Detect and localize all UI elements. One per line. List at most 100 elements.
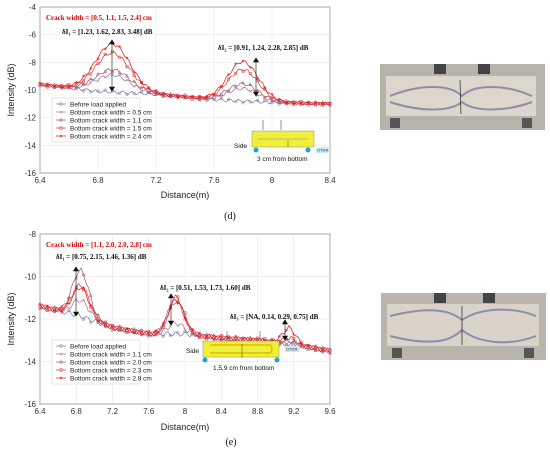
data-point-d-4 xyxy=(270,92,274,96)
data-point-e-4 xyxy=(140,333,143,337)
data-point-d-4 xyxy=(241,59,245,63)
data-point-e-4 xyxy=(205,334,209,338)
data-point-e-4 xyxy=(314,344,317,348)
data-point-d-0 xyxy=(255,98,260,103)
data-point-d-2 xyxy=(219,92,224,96)
series-d-3 xyxy=(38,50,332,107)
otdr-label-d: OTDR xyxy=(317,148,328,153)
data-point-e-4 xyxy=(125,327,129,331)
data-point-d-0 xyxy=(277,102,281,106)
data-point-d-4 xyxy=(285,101,288,105)
beam-schematic-e: OTDR Side 1.5,9 cm from bottom xyxy=(186,331,300,372)
data-point-d-4 xyxy=(234,62,238,66)
beam-schematic-d: OTDR Side 3 cm from bottom xyxy=(234,120,330,163)
data-point-d-2 xyxy=(125,73,129,78)
crack-width-label-d: Crack width = [0.5, 1.1, 1.5, 2.4] cm xyxy=(46,14,152,22)
data-point-d-0 xyxy=(263,99,267,103)
data-point-d-1 xyxy=(103,75,107,79)
legend-entry: Before load applied xyxy=(70,101,126,108)
data-point-d-2 xyxy=(132,79,137,83)
data-point-d-4 xyxy=(248,65,252,69)
data-point-e-4 xyxy=(198,331,201,335)
x-tick-label: 8 xyxy=(270,176,275,185)
data-point-d-3 xyxy=(248,72,252,76)
data-point-d-4 xyxy=(219,85,223,89)
data-point-d-0 xyxy=(226,97,231,102)
data-point-e-0 xyxy=(176,331,180,335)
y-tick-label: -8 xyxy=(29,230,37,239)
x-tick-label: 6.8 xyxy=(71,407,83,416)
data-point-d-3 xyxy=(111,50,114,54)
data-point-d-4 xyxy=(306,100,310,104)
data-point-e-4 xyxy=(67,302,71,306)
data-point-d-4 xyxy=(183,96,187,100)
data-point-e-4 xyxy=(277,334,281,338)
data-point-d-3 xyxy=(270,95,274,99)
data-point-d-2 xyxy=(226,88,231,93)
data-point-d-3 xyxy=(241,69,245,73)
legend-marker xyxy=(59,134,63,138)
data-point-e-3 xyxy=(328,348,332,352)
legend-entry: Before load applied xyxy=(70,343,126,350)
data-point-d-4 xyxy=(263,86,267,90)
legend-entry: Bottom crack width = 2.0 cm xyxy=(70,359,152,366)
data-point-d-4 xyxy=(53,84,56,88)
data-point-d-0 xyxy=(212,97,216,102)
data-point-e-4 xyxy=(176,301,180,305)
data-point-d-0 xyxy=(125,92,129,97)
side-label-d: Side xyxy=(234,143,247,150)
data-point-e-4 xyxy=(103,325,107,329)
data-point-d-1 xyxy=(118,73,122,77)
data-point-e-1 xyxy=(284,343,289,347)
data-point-d-3 xyxy=(161,94,165,98)
data-point-d-0 xyxy=(132,91,136,96)
data-point-e-4 xyxy=(53,308,56,312)
data-point-e-0 xyxy=(168,333,173,338)
data-point-d-4 xyxy=(328,103,332,107)
data-point-e-3 xyxy=(314,348,317,352)
data-point-d-4 xyxy=(140,81,143,85)
ylabel-e: Intensity (dB) xyxy=(6,292,16,345)
data-point-d-4 xyxy=(205,94,209,98)
data-point-d-4 xyxy=(299,102,303,106)
y-tick-label: -10 xyxy=(24,273,36,282)
data-point-d-1 xyxy=(96,79,100,83)
data-point-d-2 xyxy=(139,85,144,89)
panel-tag-d: (d) xyxy=(224,211,236,222)
x-tick-label: 6.8 xyxy=(92,176,104,185)
series-line-e-3 xyxy=(39,282,331,353)
data-point-e-4 xyxy=(183,316,187,320)
legend-marker xyxy=(59,117,63,122)
data-point-d-4 xyxy=(212,93,216,97)
data-point-d-2 xyxy=(146,90,151,94)
data-point-d-4 xyxy=(118,45,122,49)
delta-i1-annotation-e: δI₁ = [0.75, 2.15, 1.46, 1.36] dB xyxy=(56,253,147,261)
data-point-d-1 xyxy=(139,89,144,93)
data-point-d-0 xyxy=(89,90,93,94)
x-tick-label: 8.8 xyxy=(252,407,264,416)
data-point-d-2 xyxy=(117,70,122,75)
y-tick-label: -12 xyxy=(24,315,36,324)
legend-entry: Bottom crack width = 0.5 cm xyxy=(70,109,152,116)
data-point-e-0 xyxy=(161,334,165,338)
data-point-e-3 xyxy=(176,295,180,299)
x-tick-label: 7.2 xyxy=(107,407,119,416)
series-line-e-0 xyxy=(39,303,331,353)
data-point-e-4 xyxy=(299,342,303,346)
data-point-d-0 xyxy=(270,101,274,105)
data-point-e-2 xyxy=(313,346,318,350)
x-tick-label: 6.4 xyxy=(34,176,46,185)
data-point-d-4 xyxy=(67,85,71,89)
delta-i1-annotation-d: δI₁ = [1.23, 1.62, 2.83, 3.48] dB xyxy=(62,28,153,36)
peak-arrows-e xyxy=(72,266,289,341)
y-tick-label: -10 xyxy=(24,86,36,95)
data-point-d-2 xyxy=(154,92,158,96)
ticks-d: 6.4 6.8 7.2 7.6 8 8.4 -4 -6 -8 -10 -12 -14 -16 xyxy=(24,3,336,185)
data-point-d-2 xyxy=(81,82,86,86)
crack-width-label-e: Crack width = [1.1, 2.0, 2.0, 2.8] cm xyxy=(46,241,152,249)
data-point-d-3 xyxy=(234,71,238,75)
legend-marker xyxy=(59,344,63,348)
data-point-d-4 xyxy=(103,47,107,51)
legend-marker xyxy=(59,110,63,114)
